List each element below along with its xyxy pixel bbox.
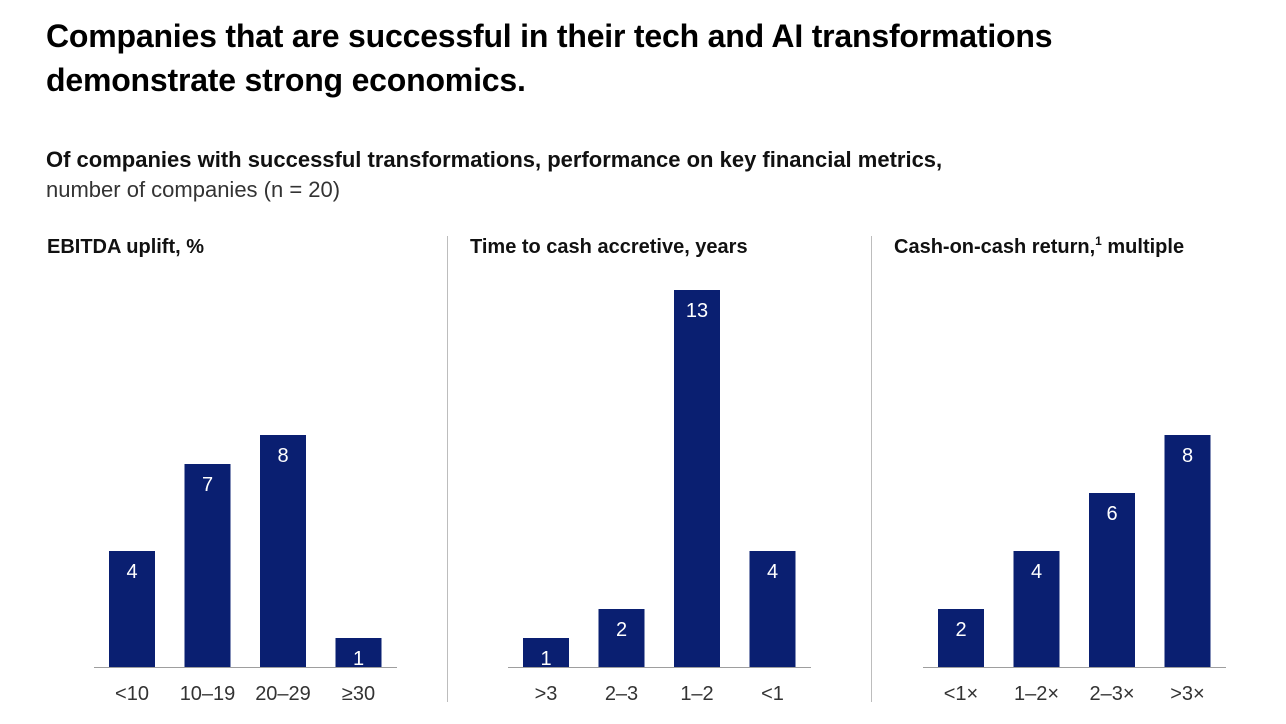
bar-value-label: 2	[616, 619, 627, 641]
category-label: 1–2	[680, 683, 713, 705]
footnote-marker: 1	[1095, 234, 1102, 248]
bar-2	[598, 609, 645, 667]
bar-3	[674, 290, 720, 667]
bar-2	[184, 464, 231, 667]
bar-3	[260, 435, 306, 667]
chart-panel-2: 1 >3 2 2–3 13 1–2 4 <1	[508, 290, 811, 705]
bar-4	[1164, 435, 1211, 667]
category-label: 1–2×	[1014, 683, 1059, 705]
panel-title-suffix: multiple	[1101, 236, 1185, 258]
panel-title-text: Cash-on-cash return,	[894, 236, 1096, 258]
category-label: >3×	[1170, 683, 1204, 705]
panel-title-text: Time to cash accretive, years	[470, 236, 748, 258]
panel-title-time-to-cash: Time to cash accretive, years	[470, 234, 748, 260]
chart-subtitle-note: number of companies (n = 20)	[46, 177, 341, 202]
chart-panel-1: 4 <10 7 10–19 8 20–29 1 ≥30	[94, 435, 397, 705]
bar-2	[1013, 551, 1060, 667]
bar-4	[749, 551, 796, 667]
bar-4	[335, 638, 382, 667]
category-label: 2–3	[605, 683, 638, 705]
category-label: 2–3×	[1089, 683, 1134, 705]
bar-1	[938, 609, 984, 667]
category-label: <1	[761, 683, 784, 705]
chart-panel-3: 2 <1× 4 1–2× 6 2–3× 8 >3×	[923, 435, 1226, 705]
bar-value-label: 7	[202, 474, 213, 496]
panel-divider-2	[871, 236, 872, 702]
panel-title-ebitda-uplift: EBITDA uplift, %	[47, 234, 204, 260]
bar-value-label: 13	[686, 300, 708, 322]
bar-1	[109, 551, 155, 667]
bar-value-label: 8	[1182, 445, 1193, 467]
bar-value-label: 4	[767, 561, 778, 583]
category-label: 10–19	[180, 683, 236, 705]
chart-subtitle: Of companies with successful transformat…	[46, 147, 943, 172]
category-label: <10	[115, 683, 149, 705]
category-label: 20–29	[255, 683, 311, 705]
panel-title-text: EBITDA uplift, %	[47, 236, 205, 258]
category-label: >3	[535, 683, 558, 705]
panel-title-cash-on-cash: Cash-on-cash return,1 multiple	[894, 234, 1184, 260]
bar-value-label: 1	[540, 648, 551, 670]
bar-value-label: 1	[353, 648, 364, 670]
page-title: Companies that are successful in their t…	[46, 18, 1053, 98]
category-label: ≥30	[342, 683, 375, 705]
bar-3	[1089, 493, 1135, 667]
bar-value-label: 6	[1106, 503, 1117, 525]
bar-value-label: 8	[277, 445, 288, 467]
bar-value-label: 4	[126, 561, 137, 583]
category-label: <1×	[944, 683, 978, 705]
bar-value-label: 4	[1031, 561, 1042, 583]
panel-divider-1	[447, 236, 448, 702]
bar-1	[523, 638, 569, 667]
bar-value-label: 2	[955, 619, 966, 641]
